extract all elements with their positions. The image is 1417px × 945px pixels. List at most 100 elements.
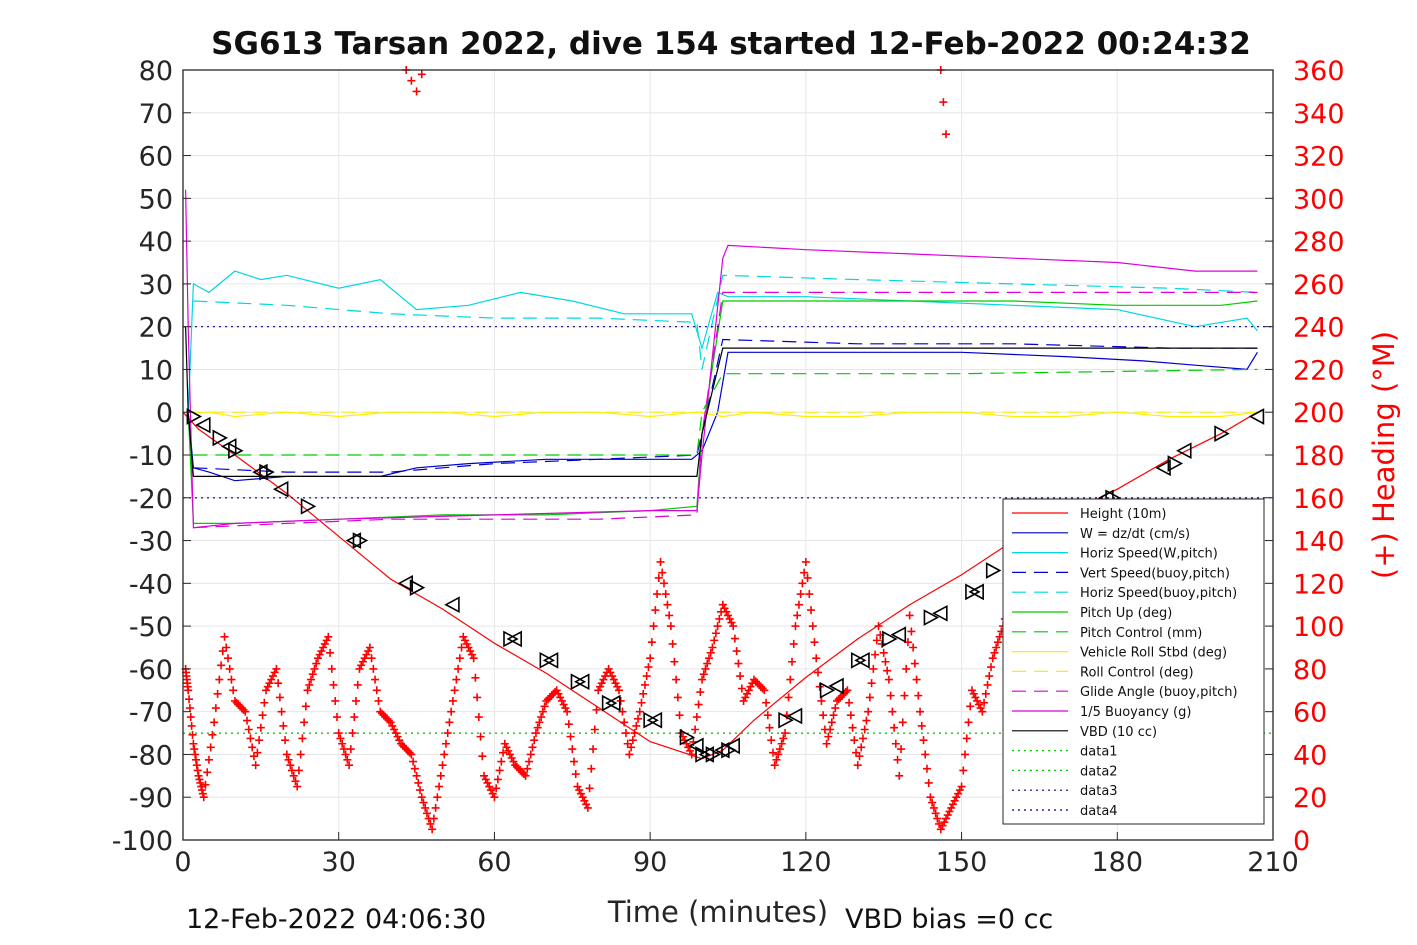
heading-point [675, 711, 684, 720]
depth-marker [819, 681, 836, 699]
heading-point [371, 675, 380, 684]
heading-point [395, 736, 404, 745]
heading-point [256, 723, 265, 732]
heading-point [594, 686, 603, 695]
depth-marker [272, 480, 289, 498]
heading-point [187, 721, 196, 730]
heading-point [663, 600, 672, 609]
y-right-tick-label: 340 [1293, 99, 1345, 130]
heading-point [739, 696, 748, 705]
heading-point [895, 771, 904, 780]
heading-point [421, 803, 430, 812]
heading-point [772, 755, 781, 764]
heading-point [199, 793, 208, 802]
heading-point [223, 654, 232, 663]
heading-point [284, 755, 293, 764]
heading-point [464, 643, 473, 652]
heading-point [616, 696, 625, 705]
heading-point [647, 638, 656, 647]
heading-point [981, 689, 990, 698]
y-tick-label: -100 [112, 826, 173, 857]
heading-point [788, 657, 797, 666]
x-tick-label: 210 [1247, 847, 1299, 878]
heading-point [343, 755, 352, 764]
heading-point [993, 638, 1002, 647]
heading-point [393, 732, 402, 741]
heading-point [980, 698, 989, 707]
heading-point [255, 736, 264, 745]
heading-point [346, 745, 355, 754]
heading-point [272, 664, 281, 673]
heading-point [768, 748, 777, 757]
heading-point [196, 778, 205, 787]
heading-point [954, 789, 963, 798]
legend-label: data4 [1080, 804, 1118, 819]
heading-point [312, 659, 321, 668]
heading-point [355, 664, 364, 673]
heading-point [762, 698, 771, 707]
heading-point [760, 686, 769, 695]
series-line-9 [193, 291, 1258, 529]
heading-point [448, 696, 457, 705]
heading-point [288, 766, 296, 775]
y-right-tick-label: 220 [1293, 355, 1345, 386]
heading-point [414, 778, 423, 787]
x-tick-label: 0 [174, 847, 191, 878]
heading-point [407, 76, 416, 85]
heading-point [251, 761, 260, 770]
heading-point [353, 680, 362, 689]
heading-point [781, 729, 790, 738]
depth-marker [542, 651, 559, 669]
y-tick-label: -10 [129, 441, 173, 472]
legend-label: Height (10m) [1080, 507, 1166, 522]
heading-point [736, 672, 745, 681]
heading-point [666, 622, 675, 631]
heading-point [557, 696, 566, 705]
legend-label: 1/5 Buoyancy (g) [1080, 705, 1191, 720]
heading-point [905, 611, 914, 620]
depth-marker [724, 737, 740, 755]
y-tick-label: 30 [139, 270, 173, 301]
legend-label: Horiz Speed(W,pitch) [1080, 547, 1218, 562]
heading-point [864, 707, 873, 716]
depth-marker [646, 711, 663, 729]
heading-point [857, 743, 866, 752]
heading-point [217, 661, 226, 670]
y-right-tick-label: 200 [1293, 398, 1345, 429]
y-tick-label: -40 [129, 569, 173, 600]
depth-marker [1214, 425, 1230, 442]
heading-point [608, 672, 617, 681]
depth-marker [212, 429, 229, 447]
depth-marker [352, 532, 369, 549]
heading-point [673, 693, 682, 702]
heading-point [203, 768, 212, 777]
y-right-tick-label: 20 [1293, 783, 1327, 814]
heading-point [360, 654, 369, 663]
heading-point [931, 809, 940, 818]
heading-point [644, 663, 653, 672]
heading-point [922, 764, 931, 773]
heading-point [274, 679, 283, 688]
heading-point [907, 627, 916, 636]
heading-point [497, 757, 506, 766]
heading-point [521, 771, 530, 780]
heading-point [213, 689, 222, 698]
heading-point [879, 648, 888, 657]
heading-point [294, 766, 303, 775]
heading-point [646, 654, 655, 663]
heading-point [563, 707, 572, 716]
legend-label: data1 [1080, 745, 1118, 760]
heading-point [239, 705, 248, 714]
heading-point [390, 725, 399, 734]
heading-point [599, 675, 608, 684]
series-line-4 [193, 274, 1258, 370]
y-axis-ticks: -100-90-80-70-60-50-40-30-20-10010203040… [112, 56, 191, 857]
depth-marker [570, 673, 587, 691]
heading-point [507, 754, 516, 763]
heading-point [267, 675, 276, 684]
heading-point [630, 729, 639, 738]
series-line-6 [193, 368, 1258, 456]
heading-point [369, 664, 378, 673]
heading-point [438, 761, 447, 770]
heading-point [493, 775, 502, 784]
